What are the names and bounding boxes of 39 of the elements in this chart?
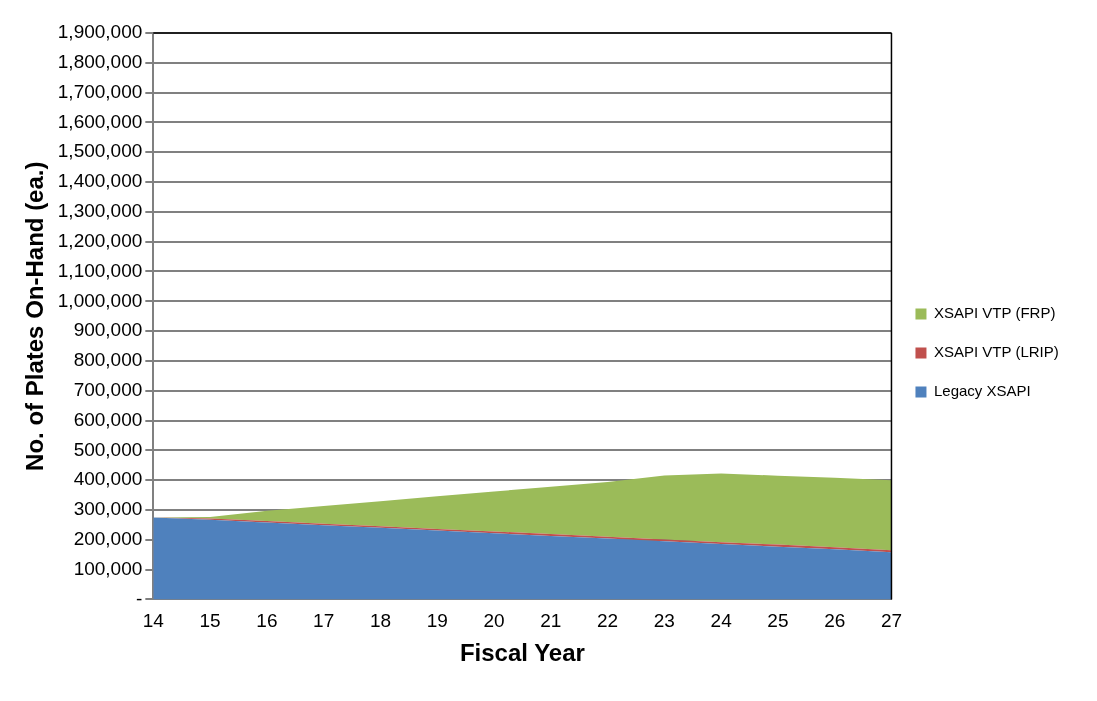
x-tick-label: 26 bbox=[824, 610, 846, 632]
y-tick-label: 1,800,000 bbox=[57, 51, 143, 73]
y-tick-label: 1,200,000 bbox=[57, 229, 143, 251]
legend-label: XSAPI VTP (LRIP) bbox=[933, 343, 1059, 361]
y-tick-label: 900,000 bbox=[73, 319, 143, 341]
y-tick-label: 1,900,000 bbox=[57, 21, 143, 43]
y-tick-label: 200,000 bbox=[73, 528, 143, 550]
y-axis-title: No. of Plates On-Hand (ea.) bbox=[21, 161, 49, 471]
y-tick-label: 800,000 bbox=[73, 349, 143, 371]
legend-label: Legacy XSAPI bbox=[933, 382, 1031, 400]
x-tick-label: 21 bbox=[540, 610, 562, 632]
x-tick-label: 18 bbox=[369, 610, 392, 632]
y-tick-label: 300,000 bbox=[73, 498, 143, 520]
x-tick-label: 25 bbox=[767, 610, 789, 632]
y-tick-label: 600,000 bbox=[73, 408, 143, 430]
y-tick-label: 1,400,000 bbox=[57, 170, 143, 192]
x-tick-label: 20 bbox=[483, 610, 505, 632]
x-tick-label: 22 bbox=[597, 610, 619, 632]
x-tick-label: 16 bbox=[256, 610, 278, 632]
y-tick-label: 1,100,000 bbox=[57, 259, 143, 281]
x-tick-label: 27 bbox=[880, 610, 903, 632]
y-tick-label: 500,000 bbox=[73, 438, 143, 460]
legend-label: XSAPI VTP (FRP) bbox=[933, 304, 1056, 322]
x-tick-label: 23 bbox=[653, 610, 675, 632]
y-tick-label: 1,000,000 bbox=[57, 289, 143, 311]
x-tick-label: 15 bbox=[199, 610, 221, 632]
y-tick-label: 700,000 bbox=[73, 378, 143, 400]
y-tick-label: 1,300,000 bbox=[57, 200, 143, 222]
x-axis-title: Fiscal Year bbox=[459, 639, 585, 667]
x-tick-label: 17 bbox=[313, 610, 335, 632]
y-tick-label: 400,000 bbox=[73, 468, 143, 490]
y-tick-label: - bbox=[136, 587, 143, 609]
x-tick-label: 24 bbox=[710, 610, 733, 632]
x-tick-label: 19 bbox=[426, 610, 448, 632]
y-tick-label: 1,700,000 bbox=[57, 80, 143, 102]
y-tick-label: 1,500,000 bbox=[57, 140, 143, 162]
x-tick-label: 14 bbox=[142, 610, 165, 632]
y-tick-label: 100,000 bbox=[73, 557, 143, 579]
y-tick-label: 1,600,000 bbox=[57, 110, 143, 132]
